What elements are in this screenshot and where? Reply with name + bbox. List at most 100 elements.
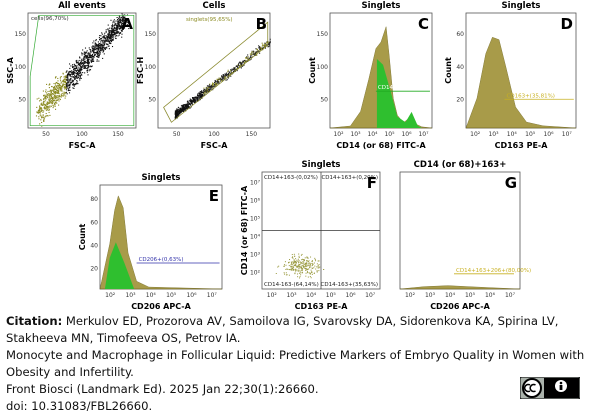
event-dot [311, 265, 313, 267]
event-dot [101, 43, 103, 45]
event-dot [65, 85, 68, 87]
event-dot [85, 57, 87, 59]
event-dot [102, 40, 104, 42]
event-dot [307, 264, 309, 266]
event-dot [124, 27, 126, 29]
event-dot [117, 27, 119, 29]
event-dot [111, 32, 113, 34]
event-dot [314, 265, 316, 267]
y-tick-label: 80 [90, 196, 98, 203]
event-dot [289, 259, 291, 261]
event-dot [200, 95, 202, 97]
event-dot [211, 87, 213, 89]
event-dot [300, 270, 302, 272]
event-dot [176, 115, 178, 117]
event-dot [42, 119, 45, 121]
event-dot [41, 108, 43, 110]
event-dot [69, 70, 71, 72]
event-dot [309, 265, 311, 267]
event-dot [91, 58, 93, 60]
event-dot [98, 44, 100, 46]
event-dot [114, 24, 116, 26]
event-dot [67, 82, 69, 84]
event-dot [121, 16, 123, 18]
event-dot [191, 103, 193, 106]
y-axis-label: Count [444, 57, 453, 84]
event-dot [92, 59, 94, 61]
event-dot [295, 269, 297, 271]
event-dot [61, 93, 63, 95]
event-dot [187, 106, 189, 108]
event-dot [99, 52, 102, 54]
event-dot [53, 94, 55, 96]
event-dot [234, 68, 236, 70]
event-dot [291, 254, 293, 256]
event-dot [93, 56, 95, 59]
event-dot [302, 268, 304, 270]
event-dot [60, 86, 62, 88]
event-dot [180, 108, 182, 110]
event-dot [203, 88, 205, 90]
event-dot [191, 100, 193, 102]
event-dot [54, 103, 56, 105]
event-dot [57, 99, 59, 101]
event-dot [256, 50, 258, 52]
x-tick-label: 10⁷ [505, 292, 516, 299]
event-dot [37, 112, 39, 114]
event-dot [174, 117, 176, 119]
event-dot [190, 99, 192, 101]
event-dot [102, 43, 104, 45]
y-tick-label: 10⁵ [250, 216, 261, 223]
event-dot [124, 19, 126, 21]
event-dot [55, 89, 57, 91]
event-dot [296, 265, 298, 267]
event-dot [119, 28, 121, 30]
event-dot [79, 56, 81, 58]
event-dot [306, 257, 308, 259]
event-dot [39, 123, 41, 125]
event-dot [54, 97, 56, 99]
event-dot [211, 85, 213, 87]
event-dot [298, 264, 300, 266]
event-dot [69, 85, 71, 87]
event-dot [75, 70, 77, 72]
event-dot [51, 98, 53, 100]
event-dot [69, 75, 72, 77]
plot-area [399, 171, 521, 290]
event-dot [190, 100, 192, 102]
event-dot [52, 101, 54, 103]
y-tick-label: 50 [18, 97, 26, 104]
event-dot [78, 72, 80, 75]
event-dot [231, 69, 233, 71]
event-dot [81, 53, 83, 55]
event-dot [117, 21, 119, 23]
event-dot [221, 77, 223, 79]
x-tick-label: 150 [112, 131, 124, 138]
event-dot [86, 57, 88, 59]
event-dot [75, 65, 77, 68]
event-dot [301, 266, 303, 268]
event-dot [123, 25, 125, 27]
event-dot [98, 51, 101, 53]
event-dot [68, 71, 70, 73]
event-dot [198, 96, 200, 98]
event-dot [38, 97, 40, 99]
event-dot [118, 32, 120, 34]
event-dot [110, 37, 113, 39]
event-dot [82, 64, 84, 66]
event-dot [256, 48, 258, 50]
event-dot [109, 42, 111, 44]
event-dot [201, 95, 203, 97]
event-dot [205, 89, 207, 91]
event-dot [64, 87, 66, 89]
x-tick-label: 10³ [286, 292, 297, 299]
event-dot [285, 268, 287, 270]
event-dot [36, 98, 38, 100]
event-dot [103, 53, 105, 55]
event-dot [302, 264, 304, 266]
event-dot [36, 112, 38, 114]
event-dot [238, 61, 241, 63]
event-dot [90, 59, 92, 61]
event-dot [107, 45, 109, 47]
event-dot [108, 36, 110, 38]
